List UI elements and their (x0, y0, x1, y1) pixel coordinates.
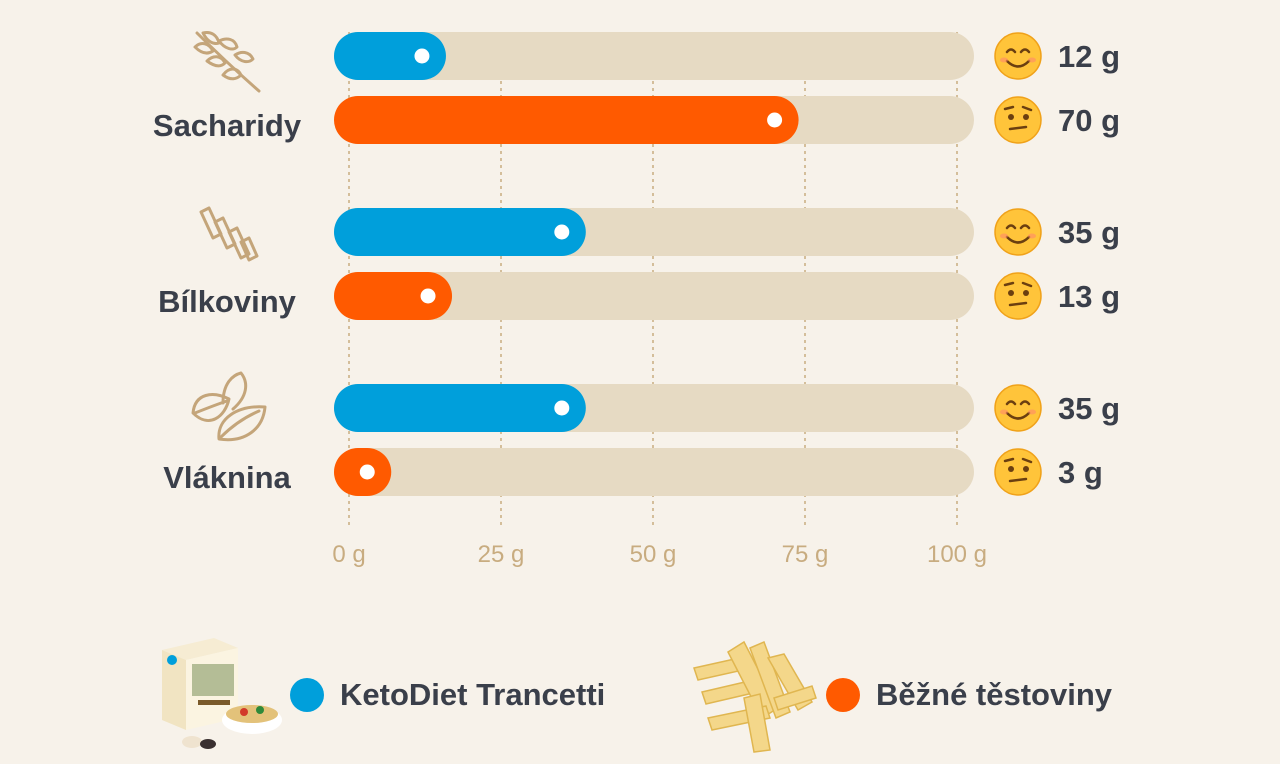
bar (334, 272, 453, 320)
skeptical-emoji-icon (994, 272, 1042, 320)
bar-end-dot (767, 112, 783, 128)
value-label: 35 g (1058, 391, 1120, 426)
wheat-icon (193, 31, 261, 93)
keto-product-box-image (162, 638, 282, 749)
bar-end-dot (420, 288, 436, 304)
bar-track (334, 448, 974, 496)
category-label: Bílkoviny (158, 284, 297, 319)
tick-label: 75 g (782, 541, 829, 568)
bar (334, 208, 586, 256)
legend-item-keto: KetoDiet Trancetti (290, 630, 605, 760)
bar-end-dot (359, 464, 375, 480)
bars (334, 32, 799, 496)
value-label: 12 g (1058, 39, 1120, 74)
value-labels: 12 g 70 g 35 g 13 g 35 g 3 g (994, 32, 1120, 496)
tick-label: 100 g (927, 541, 987, 568)
legend: KetoDiet Trancetti Běžné těstoviny (0, 630, 1280, 764)
value-label: 3 g (1058, 455, 1103, 490)
bar (334, 384, 586, 432)
bar-track (334, 32, 974, 80)
tick-label: 50 g (630, 541, 677, 568)
legend-dot-blue (290, 678, 324, 712)
leaves-icon (191, 371, 267, 442)
bar-track (334, 272, 974, 320)
smile-emoji-icon (994, 384, 1042, 432)
category-label: Sacharidy (153, 108, 302, 143)
legend-item-regular: Běžné těstoviny (826, 630, 1112, 760)
legend-dot-orange (826, 678, 860, 712)
skeptical-emoji-icon (994, 96, 1042, 144)
pasta-icon (199, 206, 259, 262)
value-label: 13 g (1058, 279, 1120, 314)
value-label: 70 g (1058, 103, 1120, 138)
bar-end-dot (554, 224, 570, 240)
tick-label: 25 g (478, 541, 525, 568)
bar-end-dot (554, 400, 570, 416)
bar (334, 96, 799, 144)
skeptical-emoji-icon (994, 448, 1042, 496)
bar (334, 32, 446, 80)
legend-label: KetoDiet Trancetti (340, 677, 606, 712)
value-label: 35 g (1058, 215, 1120, 250)
smile-emoji-icon (994, 32, 1042, 80)
tick-label: 0 g (332, 541, 365, 568)
penne-pasta-image (693, 640, 817, 753)
legend-label: Běžné těstoviny (876, 677, 1113, 712)
category-label: Vláknina (163, 460, 291, 495)
smile-emoji-icon (994, 208, 1042, 256)
x-axis-ticks: 0 g 25 g 50 g 75 g 100 g (332, 541, 987, 568)
nutrition-chart: 0 g 25 g 50 g 75 g 100 g 12 g 70 g 35 g 13 g 35 … (153, 31, 1120, 568)
bar-end-dot (414, 48, 430, 64)
